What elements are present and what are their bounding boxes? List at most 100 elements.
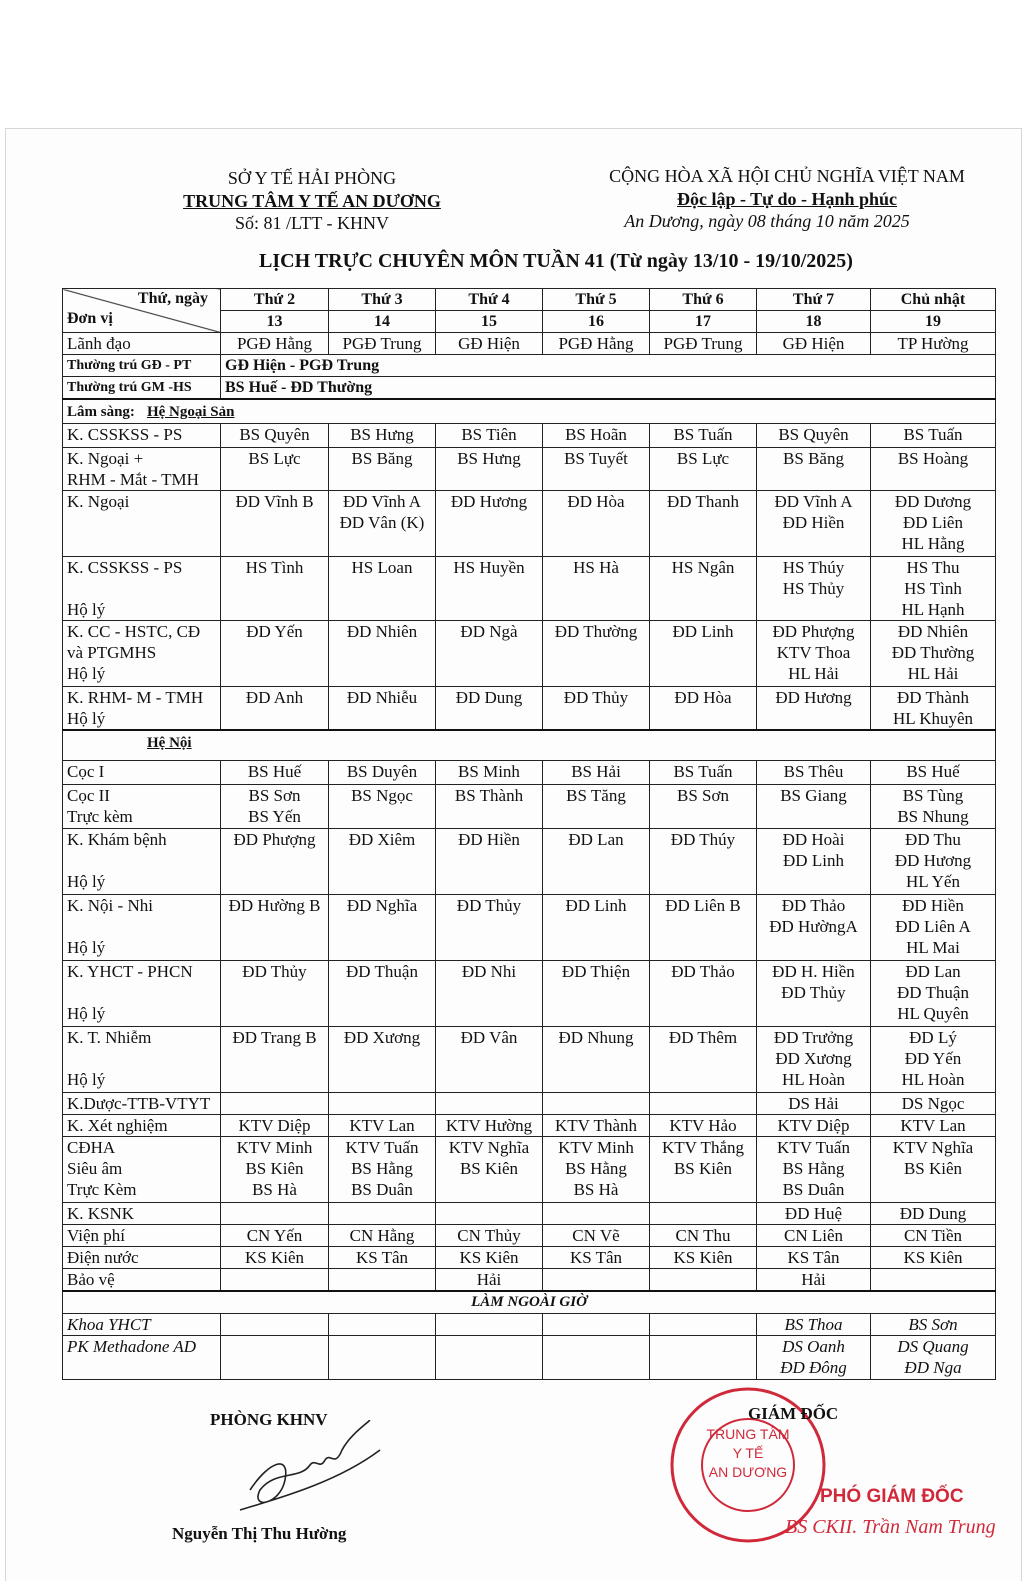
duty-cell — [220, 1201, 329, 1225]
duty-cell: ĐD Dung — [435, 686, 543, 731]
duty-cell: KS Kiên — [870, 1245, 996, 1269]
center-name: TRUNG TÂM Y TẾ AN DƯƠNG — [183, 191, 441, 211]
schedule-row: K. Nội - Nhi Hộ lý ĐD Hường B ĐD Nghĩa ĐD T… — [62, 893, 996, 961]
row-label: K. Nội - Nhi Hộ lý — [62, 893, 221, 961]
duty-cell: BS Giang — [756, 783, 871, 829]
duty-cell: ĐD Thảo ĐD HườngA — [756, 893, 871, 961]
duty-cell: BS Thêu — [756, 759, 871, 785]
duty-cell: BS Hưng — [328, 423, 436, 448]
row-label: K. Ngoại — [62, 490, 221, 557]
duty-cell: HS Loan — [328, 556, 436, 621]
duty-cell — [435, 1312, 543, 1336]
duty-cell — [328, 1312, 436, 1336]
duty-cell: HS Ngân — [649, 556, 757, 621]
duty-cell: BS Hải — [542, 759, 650, 785]
duty-cell: BS Quyên — [756, 423, 871, 448]
date-header: 13 — [220, 310, 329, 333]
duty-cell: KTV Minh BS Hằng BS Hà — [542, 1135, 650, 1203]
schedule-row: Thường trú GM -HS BS Huế - ĐD Thường — [62, 376, 996, 400]
row-label: K.Dược-TTB-VTYT — [62, 1091, 221, 1115]
row-label: Lãnh đạo — [62, 332, 221, 355]
duty-cell: KTV Tuấn BS Hằng BS Duân — [328, 1135, 436, 1203]
duty-cell: HS Tình — [220, 556, 329, 621]
duty-cell: CN Tiền — [870, 1223, 996, 1247]
duty-cell: CN Liên — [756, 1223, 871, 1247]
schedule-row: K. T. Nhiễm Hộ lý ĐD Trang B ĐD Xương ĐD Vâ… — [62, 1025, 996, 1093]
duty-cell: ĐD Xiêm — [328, 827, 436, 895]
stamp — [670, 1387, 826, 1543]
row-label: PK Methadone AD — [62, 1334, 221, 1380]
duty-cell: Hải — [435, 1267, 543, 1291]
duty-cell: ĐD Hiền — [435, 827, 543, 895]
duty-cell — [220, 1312, 329, 1336]
duty-cell — [870, 1267, 996, 1291]
duty-cell: BS Tuấn — [649, 423, 757, 448]
duty-cell — [328, 1267, 436, 1291]
row-label: K. KSNK — [62, 1201, 221, 1225]
duty-cell: ĐD Lan ĐD Thuận HL Quyên — [870, 959, 996, 1027]
duty-cell — [435, 1334, 543, 1380]
row-label: Điện nước — [62, 1245, 221, 1269]
row-label: K. T. Nhiễm Hộ lý — [62, 1025, 221, 1093]
row-label: K. CSSKSS - PS — [62, 423, 221, 448]
schedule-row: Thường trú GĐ - PT GĐ Hiện - PGĐ Trung — [62, 354, 996, 377]
duty-cell: PGĐ Hằng — [220, 332, 329, 355]
duty-cell: ĐD Nghĩa — [328, 893, 436, 961]
schedule-row: Hệ Nội — [62, 729, 996, 761]
duty-cell: DS Oanh ĐD Đông — [756, 1334, 871, 1380]
row-label: K. CC - HSTC, CĐ và PTGMHS Hộ lý — [62, 620, 221, 687]
duty-cell: BS Ngọc — [328, 783, 436, 829]
stamp-ring — [670, 1387, 826, 1543]
corner-top: Thứ, ngày — [137, 290, 208, 307]
duty-cell: ĐD Thành HL Khuyên — [870, 686, 996, 731]
signature — [239, 1420, 381, 1511]
date-header: 16 — [542, 310, 650, 333]
duty-cell: KTV Thắng BS Kiên — [649, 1135, 757, 1203]
row-label: Cọc II Trực kèm — [62, 783, 221, 829]
duty-cell: ĐD Vĩnh B — [220, 490, 329, 557]
duty-cell: BS Thành — [435, 783, 543, 829]
duty-cell — [649, 1312, 757, 1336]
duty-cell: ĐD Nhiên — [328, 620, 436, 687]
duty-cell: ĐD Hòa — [649, 686, 757, 731]
duty-cell: HS Thu HS Tình HL Hạnh — [870, 556, 996, 621]
duty-cell — [649, 1267, 757, 1291]
duty-cell: TP Hường — [870, 332, 996, 355]
schedule-row: K. CSSKSS - PS BS Quyên BS Hưng BS Tiên BS H… — [62, 423, 996, 448]
duty-cell: CN Thu — [649, 1223, 757, 1247]
row-label: K. YHCT - PHCN Hộ lý — [62, 959, 221, 1027]
schedule-row: CĐHA Siêu âm Trực Kèm KTV Minh BS Kiên BS… — [62, 1135, 996, 1203]
overtime-title: LÀM NGOÀI GIỜ — [62, 1289, 996, 1314]
schedule-row: K. KSNK ĐD Huệ ĐD Dung — [62, 1201, 996, 1225]
corner-bottom: Đơn vị — [67, 310, 113, 327]
duty-cell: BS Tăng — [542, 783, 650, 829]
duty-cell: ĐD Lan — [542, 827, 650, 895]
schedule-row: Viện phí CN Yến CN Hằng CN Thủy CN Vẽ CN Thu C… — [62, 1223, 996, 1247]
duty-cell: KS Tân — [328, 1245, 436, 1269]
duty-cell: ĐD Yến — [220, 620, 329, 687]
overtime-header-row: LÀM NGOÀI GIỜ — [62, 1289, 996, 1314]
duty-cell: BS Minh — [435, 759, 543, 785]
duty-cell: ĐD Hường B — [220, 893, 329, 961]
day-header: Thứ 2 — [220, 288, 329, 311]
section-label: Lâm sàng: — [67, 404, 135, 420]
duty-cell — [649, 1091, 757, 1115]
duty-cell: ĐD Vân — [435, 1025, 543, 1093]
duty-cell: CN Yến — [220, 1223, 329, 1247]
duty-cell — [542, 1312, 650, 1336]
duty-cell: BS Lực — [649, 447, 757, 491]
signature-stroke — [239, 1420, 381, 1511]
duty-cell: ĐD Trưởng ĐD Xương HL Hoàn — [756, 1025, 871, 1093]
title: LỊCH TRỰC CHUYÊN MÔN TUẦN 41 (Từ ngày 13… — [259, 250, 853, 272]
schedule-row: Lâm sàng: Hệ Ngoại Sản — [62, 398, 996, 424]
schedule-row: K.Dược-TTB-VTYT DS Hải DS Ngọc — [62, 1091, 996, 1115]
row-label: CĐHA Siêu âm Trực Kèm — [62, 1135, 221, 1203]
document-number: Số: 81 /LTT - KHNV — [234, 213, 389, 233]
schedule-row: K. YHCT - PHCN Hộ lý ĐD Thủy ĐD Thuận ĐD Nh… — [62, 959, 996, 1027]
row-label: Cọc I — [62, 759, 221, 785]
motto: Độc lập - Tự do - Hạnh phúc — [676, 189, 898, 209]
schedule-table: Thứ, ngày Đơn vị Thứ 2 Thứ 3 Thứ 4 Thứ 5 Thứ 6… — [62, 288, 996, 1380]
duty-cell: BS Huế — [870, 759, 996, 785]
schedule-row: Bảo vệ Hải Hải — [62, 1267, 996, 1291]
